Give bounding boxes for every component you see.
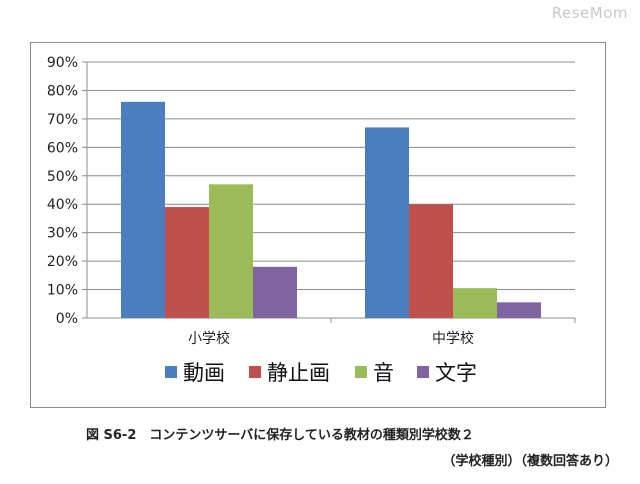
y-tick-label: 50% xyxy=(47,169,78,185)
legend-label-0: 動画 xyxy=(183,361,225,385)
y-tick-label: 10% xyxy=(47,283,78,299)
figure-caption: 図 S6-2 コンテンツサーバに保存している教材の種類別学校数２ xyxy=(86,428,474,443)
y-tick-label: 60% xyxy=(47,140,78,156)
bar-junior-high-series-3 xyxy=(497,302,541,318)
bar-elementary-series-2 xyxy=(209,184,253,318)
legend-swatch-2 xyxy=(355,366,367,378)
y-tick-label: 40% xyxy=(47,197,78,213)
figure-subcaption: （学校種別）（複数回答あり） xyxy=(442,454,618,469)
y-tick-label: 0% xyxy=(56,311,78,327)
legend-swatch-1 xyxy=(249,366,261,378)
bar-junior-high-series-2 xyxy=(453,288,497,318)
y-tick-label: 30% xyxy=(47,226,78,242)
legend-swatch-3 xyxy=(417,366,429,378)
watermark-logo: ReseMom xyxy=(551,4,628,22)
legend-label-1: 静止画 xyxy=(267,361,330,385)
legend-label-3: 文字 xyxy=(435,361,477,385)
bar-elementary-series-1 xyxy=(165,207,209,318)
bar-junior-high-series-0 xyxy=(365,127,409,318)
bar-elementary-series-0 xyxy=(121,101,165,318)
x-tick-label: 小学校 xyxy=(188,330,230,347)
legend-swatch-0 xyxy=(165,366,177,378)
legend-label-2: 音 xyxy=(373,361,394,385)
y-tick-label: 70% xyxy=(47,112,78,128)
x-tick-label: 中学校 xyxy=(432,330,474,347)
y-tick-label: 80% xyxy=(47,83,78,99)
bar-junior-high-series-1 xyxy=(409,204,453,318)
chart-frame: 0% 10% 20% 30% 40% 50% 60% 70% 80% 90% 小学校 中学校動画 静止画… xyxy=(30,42,606,408)
y-tick-label: 20% xyxy=(47,254,78,270)
y-tick-label: 90% xyxy=(47,55,78,71)
bar-elementary-series-3 xyxy=(253,266,297,318)
